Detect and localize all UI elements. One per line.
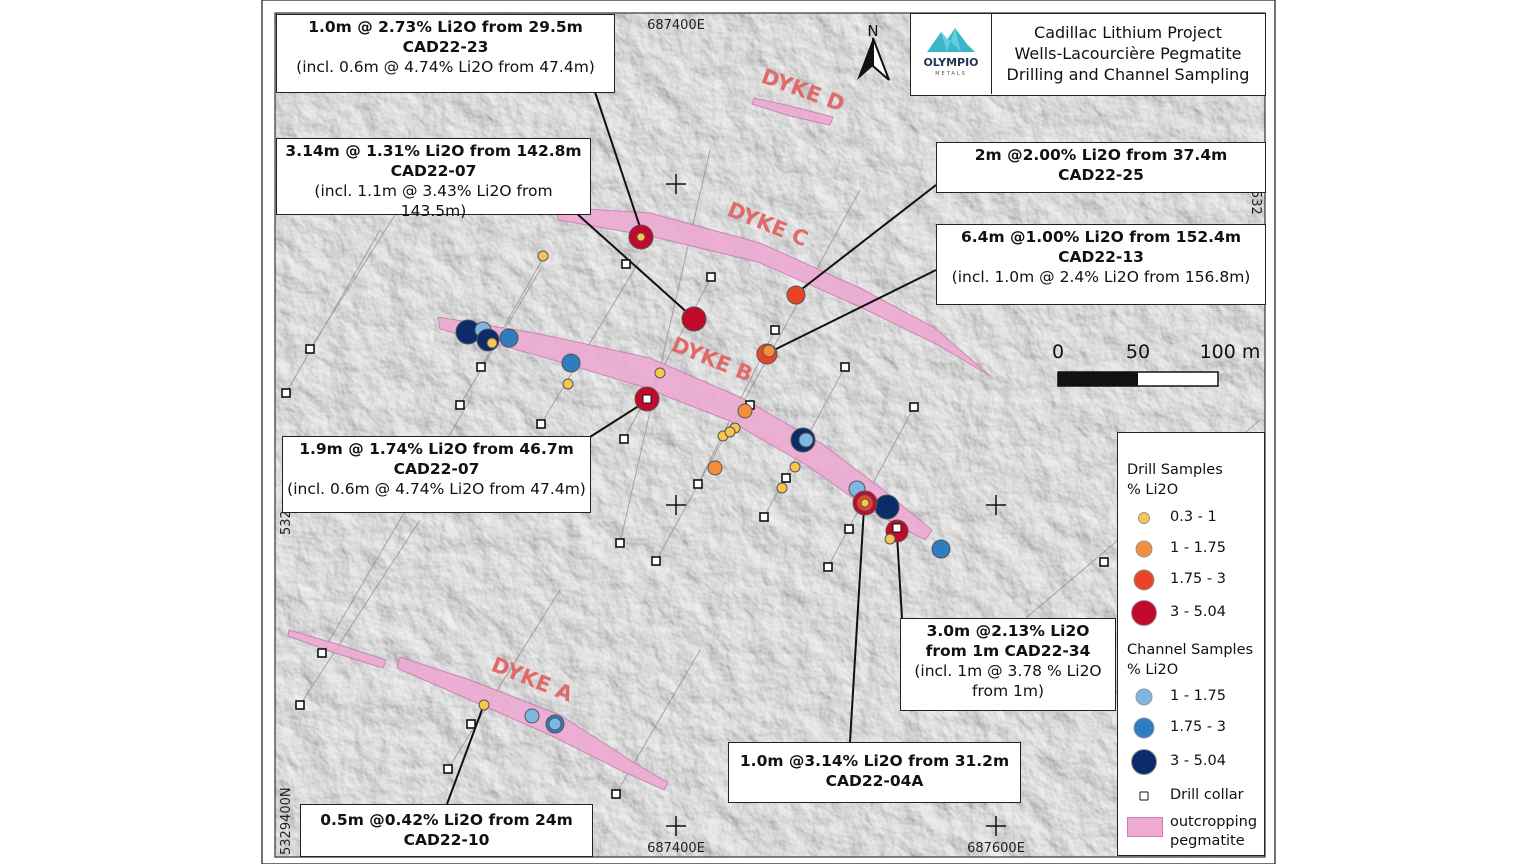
svg-text:METALS: METALS	[935, 71, 967, 77]
legend-label: Drill collar	[1170, 787, 1244, 803]
company-logo: OLYMPIO METALS	[911, 14, 992, 94]
callout-cad22-13: 6.4m @1.00% Li2O from 152.4m CAD22-13 (i…	[936, 224, 1266, 305]
scale-label: 0	[1052, 341, 1064, 363]
map-title: Cadillac Lithium Project Wells-Lacourciè…	[993, 22, 1263, 85]
legend-label: 1.75 - 3	[1170, 719, 1226, 735]
dyke-d-outcrop	[751, 97, 834, 126]
callout-line: (incl. 1.0m @ 2.4% Li2O from 156.8m)	[951, 268, 1251, 286]
orange-circle-icon	[1135, 540, 1153, 558]
callout-cad22-34: 3.0m @2.13% Li2O from 1m CAD22-34 (incl.…	[900, 618, 1116, 711]
callout-line: 1.0m @3.14% Li2O from 31.2m	[739, 752, 1010, 770]
callout-line: CAD22-10	[403, 831, 490, 849]
scale-label: 50	[1126, 341, 1150, 363]
callout-cad22-10: 0.5m @0.42% Li2O from 24m CAD22-10	[300, 804, 593, 857]
grid-label: 687400E	[647, 18, 705, 33]
legend-heading-line: Drill Samples	[1127, 462, 1223, 478]
legend-heading-drill: Drill Samples % Li2O	[1127, 460, 1223, 500]
legend-item: 1.75 - 3	[1118, 715, 1264, 741]
leader-lines	[446, 91, 937, 805]
drill-collars	[281, 259, 1109, 799]
legend-label: 1 - 1.75	[1170, 688, 1226, 704]
grid-label: 532	[1248, 190, 1263, 215]
yellow-circle-icon	[1138, 512, 1150, 524]
grid-label: 687600E	[967, 841, 1025, 856]
callout-line: CAD22-25	[1058, 166, 1144, 184]
grid-labels: 687400E 687400E 687600E 5329400N 532 532	[279, 18, 1263, 856]
north-label: N	[867, 22, 878, 40]
callout-cad22-04a: 1.0m @3.14% Li2O from 31.2m CAD22-04A	[728, 742, 1021, 803]
callout-line: CAD22-07	[390, 162, 477, 180]
svg-text:OLYMPIO: OLYMPIO	[923, 56, 978, 69]
grid-crosses	[666, 174, 1006, 836]
legend-item: 0.3 - 1	[1118, 505, 1264, 531]
title-line: Cadillac Lithium Project	[1034, 23, 1222, 42]
callout-line: CAD22-23	[402, 38, 489, 56]
callout-line: (incl. 0.6m @ 4.74% Li2O from 47.4m)	[296, 58, 595, 76]
legend-label: 3 - 5.04	[1170, 753, 1226, 769]
legend-item: 1.75 - 3	[1118, 567, 1264, 593]
blue-circle-icon	[1133, 717, 1155, 739]
title-block: OLYMPIO METALS Cadillac Lithium Project …	[910, 13, 1266, 96]
callout-line: 1.9m @ 1.74% Li2O from 46.7m	[299, 440, 574, 458]
drill-samples	[478, 224, 909, 711]
dyke-a-outcrop	[396, 656, 669, 791]
callout-cad22-07-b: 1.9m @ 1.74% Li2O from 46.7m CAD22-07 (i…	[282, 436, 591, 513]
callout-line: CAD22-13	[1058, 248, 1144, 266]
crimson-circle-icon	[1131, 600, 1157, 626]
callout-line: 1.0m @ 2.73% Li2O from 29.5m	[308, 18, 583, 36]
legend-label: 1 - 1.75	[1170, 540, 1226, 556]
legend-heading-line: % Li2O	[1127, 482, 1179, 498]
scale-bar: 0 50 100 m	[1052, 341, 1261, 387]
square-icon	[1139, 791, 1149, 801]
legend-label: outcropping pegmatite	[1170, 814, 1258, 849]
red-circle-icon	[1133, 569, 1155, 591]
navy-circle-icon	[1131, 749, 1157, 775]
callout-line: 6.4m @1.00% Li2O from 152.4m	[961, 228, 1241, 246]
legend-item: 3 - 5.04	[1118, 749, 1264, 775]
legend-heading-line: Channel Samples	[1127, 642, 1254, 658]
legend: Drill Samples % Li2O 0.3 - 1 1 - 1.75 1.…	[1117, 432, 1265, 856]
legend-item: 1 - 1.75	[1118, 684, 1264, 710]
scale-label: 100 m	[1200, 341, 1261, 363]
callout-cad22-23: 1.0m @ 2.73% Li2O from 29.5m CAD22-23 (i…	[276, 14, 615, 93]
callout-line: CAD22-07	[393, 460, 480, 478]
callout-line: 3.14m @ 1.31% Li2O from 142.8m	[285, 142, 582, 160]
legend-heading-line: % Li2O	[1127, 662, 1179, 678]
callout-cad22-25: 2m @2.00% Li2O from 37.4m CAD22-25	[936, 142, 1266, 193]
callout-line: from 1m CAD22-34	[925, 642, 1091, 660]
channel-samples	[455, 319, 951, 734]
callout-line: from 1m)	[971, 682, 1044, 700]
legend-item: outcropping pegmatite	[1118, 813, 1264, 853]
dyke-a-west-outcrop	[287, 629, 387, 669]
legend-label: 1.75 - 3	[1170, 571, 1226, 587]
callout-line: 3.0m @2.13% Li2O	[926, 622, 1090, 640]
north-arrow: N	[857, 22, 890, 81]
legend-item: Drill collar	[1118, 783, 1264, 809]
legend-label: 0.3 - 1	[1170, 509, 1217, 525]
grid-label: 532	[279, 510, 294, 535]
title-line: Drilling and Channel Sampling	[1006, 65, 1250, 84]
callout-line: 2m @2.00% Li2O from 37.4m	[974, 146, 1228, 164]
grid-label: 687400E	[647, 841, 705, 856]
legend-heading-channel: Channel Samples % Li2O	[1127, 640, 1253, 680]
pink-swatch-icon	[1127, 817, 1163, 837]
legend-item: 3 - 5.04	[1118, 600, 1264, 626]
callout-line: CAD22-04A	[825, 772, 924, 790]
title-line: Wells-Lacourcière Pegmatite	[1014, 44, 1242, 63]
legend-item: 1 - 1.75	[1118, 536, 1264, 562]
callout-cad22-07-a: 3.14m @ 1.31% Li2O from 142.8m CAD22-07 …	[276, 138, 591, 220]
callout-line: (incl. 0.6m @ 4.74% Li2O from 47.4m)	[287, 480, 586, 498]
callout-line: 0.5m @0.42% Li2O from 24m	[320, 811, 573, 829]
light-blue-circle-icon	[1135, 688, 1153, 706]
grid-label: 5329400N	[279, 787, 294, 855]
callout-line: (incl. 1m @ 3.78 % Li2O	[914, 662, 1102, 680]
callout-line: (incl. 1.1m @ 3.43% Li2O from 143.5m)	[314, 182, 553, 220]
legend-label: 3 - 5.04	[1170, 604, 1226, 620]
